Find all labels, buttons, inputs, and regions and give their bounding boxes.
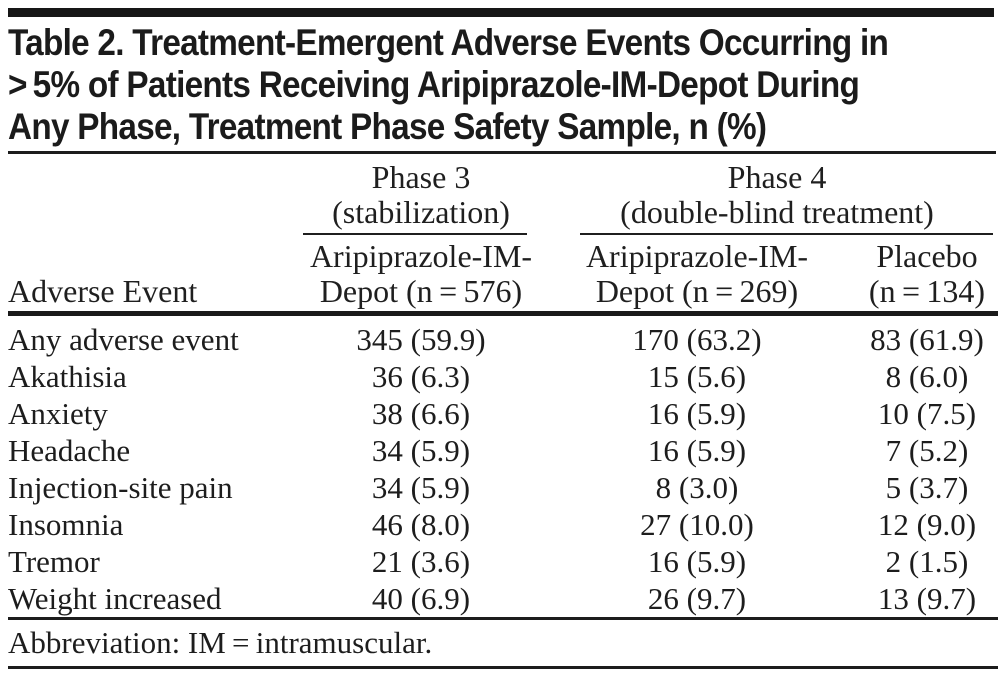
phase3-subtitle: (stabilization)	[332, 194, 510, 230]
top-bar-rule	[8, 8, 994, 17]
value-cell-placebo: 83 (61.9)	[870, 322, 984, 357]
phase4-spanner-rule	[580, 233, 993, 235]
group-header-phase3: Phase 3 (stabilization)	[288, 160, 554, 235]
title-divider-rule	[8, 151, 996, 154]
value-cell-placebo: 13 (9.7)	[877, 581, 977, 616]
group-header-row: Phase 3 (stabilization) Phase 4 (double-…	[8, 154, 1000, 235]
column-header-adverse-event: Adverse Event	[8, 273, 198, 309]
column-header-phase3-drug: Aripiprazole-IM- Depot (n = 576)	[288, 239, 554, 309]
value-cell-phase3: 345 (59.9)	[356, 322, 486, 357]
value-cell-placebo: 8 (6.0)	[885, 359, 969, 394]
table-row: Weight increased 40 (6.9) 26 (9.7) 13 (9…	[8, 580, 1000, 617]
body-footnote-rule	[8, 617, 998, 620]
phase4-title: Phase 4	[727, 159, 827, 195]
value-cell-phase4-drug: 8 (3.0)	[655, 470, 739, 505]
value-cell-phase4-drug: 16 (5.9)	[647, 433, 747, 468]
value-cell-phase3: 34 (5.9)	[371, 433, 471, 468]
group-header-spacer	[8, 160, 288, 235]
table-body: Any adverse event 345 (59.9) 170 (63.2) …	[8, 316, 992, 617]
row-label: Injection-site pain	[8, 470, 233, 505]
row-label: Any adverse event	[8, 322, 239, 357]
phase4-drug-n: Depot (n = 269)	[595, 273, 799, 309]
header-body-rule	[8, 311, 998, 316]
table-title: Table 2. Treatment-Emergent Adverse Even…	[8, 22, 992, 148]
bottom-rule	[8, 666, 998, 669]
row-label: Headache	[8, 433, 131, 468]
phase3-drug-name: Aripiprazole-IM-	[309, 238, 533, 274]
value-cell-phase4-drug: 170 (63.2)	[632, 322, 762, 357]
table-row: Anxiety 38 (6.6) 16 (5.9) 10 (7.5)	[8, 395, 1000, 432]
group-header-phase4: Phase 4 (double-blind treatment)	[554, 160, 1000, 235]
column-header-row: Adverse Event Aripiprazole-IM- Depot (n …	[8, 235, 1000, 311]
value-cell-phase4-drug: 27 (10.0)	[640, 507, 754, 542]
value-cell-phase3: 46 (8.0)	[371, 507, 471, 542]
value-cell-placebo: 7 (5.2)	[885, 433, 969, 468]
table-row: Akathisia 36 (6.3) 15 (5.6) 8 (6.0)	[8, 358, 1000, 395]
value-cell-phase3: 40 (6.9)	[371, 581, 471, 616]
value-cell-phase3: 34 (5.9)	[371, 470, 471, 505]
column-header-placebo: Placebo (n = 134)	[840, 239, 1000, 309]
row-label: Weight increased	[8, 581, 222, 616]
value-cell-phase3: 38 (6.6)	[371, 396, 471, 431]
value-cell-phase4-drug: 26 (9.7)	[647, 581, 747, 616]
placebo-name: Placebo	[876, 238, 978, 274]
value-cell-placebo: 10 (7.5)	[877, 396, 977, 431]
table-row: Headache 34 (5.9) 16 (5.9) 7 (5.2)	[8, 432, 1000, 469]
phase4-drug-name: Aripiprazole-IM-	[585, 238, 809, 274]
value-cell-phase3: 21 (3.6)	[371, 544, 471, 579]
value-cell-placebo: 5 (3.7)	[885, 470, 969, 505]
table-row: Insomnia 46 (8.0) 27 (10.0) 12 (9.0)	[8, 506, 1000, 543]
table-row: Tremor 21 (3.6) 16 (5.9) 2 (1.5)	[8, 543, 1000, 580]
value-cell-placebo: 2 (1.5)	[885, 544, 969, 579]
table-title-line-2: > 5% of Patients Receiving Aripiprazole-…	[8, 64, 860, 105]
table-title-line-3: Any Phase, Treatment Phase Safety Sample…	[8, 106, 767, 147]
phase4-subtitle: (double-blind treatment)	[620, 194, 934, 230]
placebo-n: (n = 134)	[868, 273, 986, 309]
value-cell-phase4-drug: 16 (5.9)	[647, 396, 747, 431]
footnote: Abbreviation: IM = intramuscular.	[8, 625, 433, 660]
value-cell-placebo: 12 (9.0)	[877, 507, 977, 542]
table-row: Injection-site pain 34 (5.9) 8 (3.0) 5 (…	[8, 469, 1000, 506]
value-cell-phase3: 36 (6.3)	[371, 359, 471, 394]
row-label: Tremor	[8, 544, 100, 579]
table-title-line-1: Table 2. Treatment-Emergent Adverse Even…	[8, 22, 889, 63]
row-label: Insomnia	[8, 507, 124, 542]
row-label: Akathisia	[8, 359, 127, 394]
phase3-drug-n: Depot (n = 576)	[319, 273, 523, 309]
row-label: Anxiety	[8, 396, 108, 431]
value-cell-phase4-drug: 16 (5.9)	[647, 544, 747, 579]
column-header-phase4-drug: Aripiprazole-IM- Depot (n = 269)	[554, 239, 840, 309]
phase3-spanner-rule	[303, 233, 527, 235]
value-cell-phase4-drug: 15 (5.6)	[647, 359, 747, 394]
table-row: Any adverse event 345 (59.9) 170 (63.2) …	[8, 321, 1000, 358]
phase3-title: Phase 3	[371, 159, 471, 195]
